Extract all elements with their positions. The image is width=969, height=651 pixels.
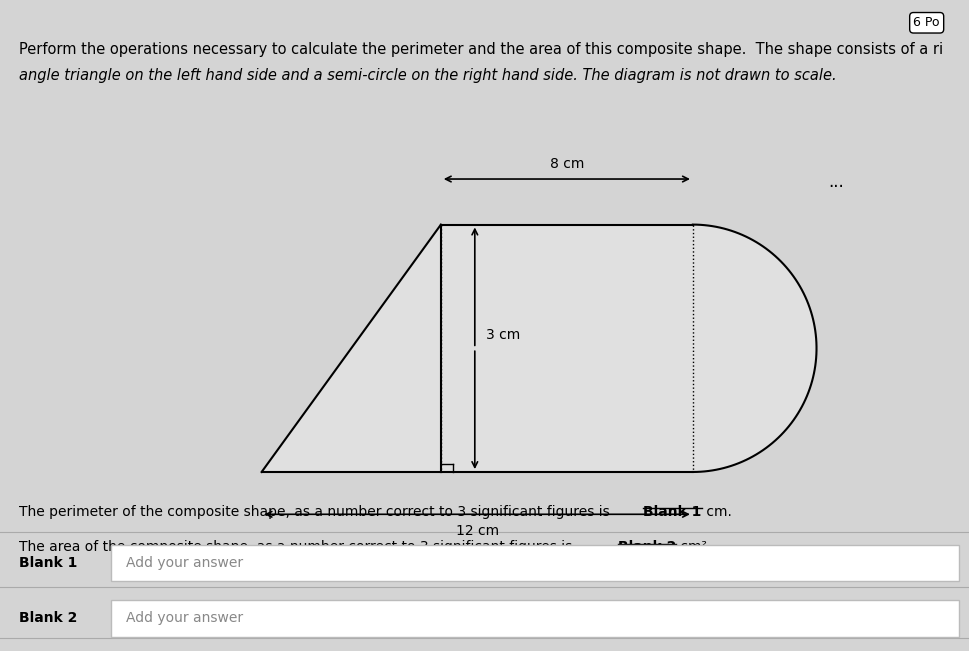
Text: ...: ...	[828, 173, 844, 191]
Text: cm².: cm².	[676, 540, 712, 555]
Text: 12 cm: 12 cm	[455, 524, 499, 538]
Text: 6 Po: 6 Po	[914, 16, 940, 29]
FancyBboxPatch shape	[111, 545, 959, 581]
Text: Blank 2: Blank 2	[618, 540, 676, 555]
Text: 8 cm: 8 cm	[549, 157, 584, 171]
Text: 3 cm: 3 cm	[486, 328, 520, 342]
Text: Add your answer: Add your answer	[126, 556, 243, 570]
FancyBboxPatch shape	[111, 600, 959, 637]
Text: The area of the composite shape, as a number correct to 3 significant figures is: The area of the composite shape, as a nu…	[19, 540, 577, 555]
Text: Add your answer: Add your answer	[126, 611, 243, 626]
Polygon shape	[262, 225, 817, 472]
Text: Blank 1: Blank 1	[19, 556, 78, 570]
Text: angle triangle on the left hand side and a semi-circle on the right hand side. T: angle triangle on the left hand side and…	[19, 68, 837, 83]
Text: cm.: cm.	[702, 505, 732, 519]
Text: Perform the operations necessary to calculate the perimeter and the area of this: Perform the operations necessary to calc…	[19, 42, 944, 57]
Text: The perimeter of the composite shape, as a number correct to 3 significant figur: The perimeter of the composite shape, as…	[19, 505, 614, 519]
Text: Blank 2: Blank 2	[19, 611, 78, 626]
Text: Blank 1: Blank 1	[643, 505, 702, 519]
